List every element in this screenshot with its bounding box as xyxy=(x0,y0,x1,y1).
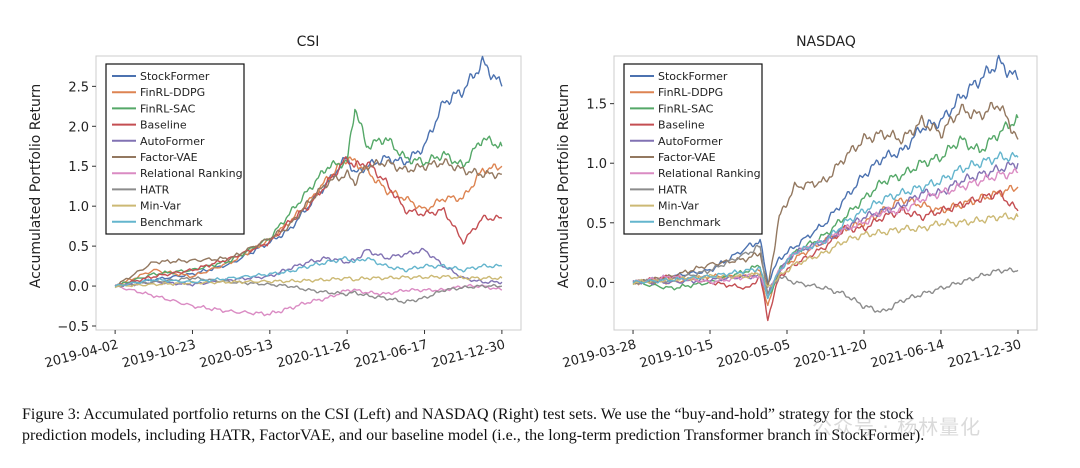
csi-series-finrl-sac xyxy=(114,108,503,289)
nasdaq-legend-label: Benchmark xyxy=(658,216,721,229)
nasdaq-series-benchmark xyxy=(632,151,1019,300)
csi-y-tick-label: −0.5 xyxy=(57,320,89,335)
csi-x-tick-label: 2020-05-13 xyxy=(198,337,275,371)
caption-line-2: prediction models, including HATR, Facto… xyxy=(22,427,925,444)
nasdaq-x-tick-label: 2020-05-05 xyxy=(715,337,792,371)
nasdaq-series-hatr xyxy=(632,244,1019,313)
csi-legend-label: HATR xyxy=(140,183,170,196)
csi-x-tick-label: 2019-10-23 xyxy=(121,337,198,371)
csi-series-baseline xyxy=(114,156,503,287)
csi-chart-title: CSI xyxy=(297,34,320,50)
csi-series-stockformer xyxy=(114,55,503,287)
nasdaq-series-relational-ranking xyxy=(632,167,1019,296)
nasdaq-x-tick-label: 2019-10-15 xyxy=(638,337,715,371)
nasdaq-legend-label: FinRL-DDPG xyxy=(658,86,723,99)
nasdaq-x-tick-label: 2020-11-20 xyxy=(792,337,869,371)
nasdaq-legend-label: Relational Ranking xyxy=(658,167,761,180)
nasdaq-legend-label: Min-Var xyxy=(658,200,699,213)
csi-x-tick-label: 2020-11-26 xyxy=(275,337,352,371)
nasdaq-y-tick-label: 1.5 xyxy=(586,98,607,113)
csi-series-benchmark xyxy=(114,256,503,287)
csi-legend-label: AutoFormer xyxy=(140,135,205,148)
nasdaq-legend-label: HATR xyxy=(658,183,688,196)
csi-y-tick-label: 1.0 xyxy=(68,200,89,215)
csi-chart-panel: CSI Accumulated Portfolio Return −0.5 0.0… xyxy=(28,34,522,371)
csi-legend-label: Benchmark xyxy=(140,216,203,229)
csi-y-tick-label: 2.5 xyxy=(68,80,89,95)
nasdaq-legend-label: Factor-VAE xyxy=(658,151,716,164)
nasdaq-series-baseline xyxy=(632,189,1019,322)
csi-series-hatr xyxy=(115,276,503,304)
nasdaq-x-tick-label: 2021-12-30 xyxy=(946,337,1023,371)
csi-series-factor-vae xyxy=(114,158,502,287)
nasdaq-x-tick-label: 2019-03-28 xyxy=(561,337,638,371)
nasdaq-y-axis-label: Accumulated Portfolio Return xyxy=(556,84,572,289)
nasdaq-y-tick-label: 0.0 xyxy=(586,276,607,291)
csi-legend-label: Relational Ranking xyxy=(140,167,243,180)
csi-y-axis-label: Accumulated Portfolio Return xyxy=(28,84,44,289)
csi-y-tick-label: 0.0 xyxy=(68,280,89,295)
nasdaq-legend-label: StockFormer xyxy=(658,70,728,83)
csi-y-tick-label: 1.5 xyxy=(68,160,89,175)
csi-series-min-var xyxy=(114,274,503,289)
nasdaq-y-tick-label: 0.5 xyxy=(586,217,607,232)
figure-canvas: CSI Accumulated Portfolio Return −0.5 0.0… xyxy=(28,34,1038,371)
watermark-text: 公众号 · 杨林量化 xyxy=(812,415,982,439)
nasdaq-plot-area: 0.0 0.5 1.0 1.5 2019-03-28 2019-10-15 2020-05-… xyxy=(561,54,1038,371)
csi-plot-area: −0.5 0.0 0.5 1.0 1.5 2.0 2.5 2019-04-02 2019-10-… xyxy=(43,55,522,371)
csi-x-tick-label: 2021-06-17 xyxy=(353,337,430,371)
nasdaq-legend-label: AutoFormer xyxy=(658,135,723,148)
csi-series-finrl-ddpg xyxy=(114,156,503,287)
csi-legend-label: StockFormer xyxy=(140,70,210,83)
nasdaq-series-stockformer xyxy=(632,54,1019,284)
nasdaq-y-tick-label: 1.0 xyxy=(586,157,607,172)
nasdaq-series-factor-vae xyxy=(632,101,1019,288)
csi-y-tick-label: 2.0 xyxy=(68,120,89,135)
nasdaq-series-finrl-sac xyxy=(632,114,1019,300)
csi-legend-label: Baseline xyxy=(140,119,187,132)
csi-y-tick-label: 0.5 xyxy=(68,240,89,255)
csi-legend-label: FinRL-DDPG xyxy=(140,86,205,99)
nasdaq-legend-label: FinRL-SAC xyxy=(658,102,714,115)
nasdaq-chart-title: NASDAQ xyxy=(796,34,856,50)
csi-legend-label: Factor-VAE xyxy=(140,151,198,164)
csi-legend-label: FinRL-SAC xyxy=(140,102,196,115)
csi-axes-frame xyxy=(95,55,522,331)
nasdaq-axes-frame xyxy=(613,55,1038,331)
csi-legend-label: Min-Var xyxy=(140,200,181,213)
caption-line-1: Figure 3: Accumulated portfolio returns … xyxy=(22,406,914,423)
nasdaq-x-tick-label: 2021-06-14 xyxy=(869,337,946,371)
figure-caption: Figure 3: Accumulated portfolio returns … xyxy=(22,404,1062,446)
csi-x-tick-label: 2021-12-30 xyxy=(430,337,507,371)
nasdaq-legend-label: Baseline xyxy=(658,119,705,132)
nasdaq-chart-panel: NASDAQ Accumulated Portfolio Return 0.00… xyxy=(556,34,1038,371)
nasdaq-series-min-var xyxy=(632,212,1019,288)
csi-x-tick-label: 2019-04-02 xyxy=(43,337,120,371)
